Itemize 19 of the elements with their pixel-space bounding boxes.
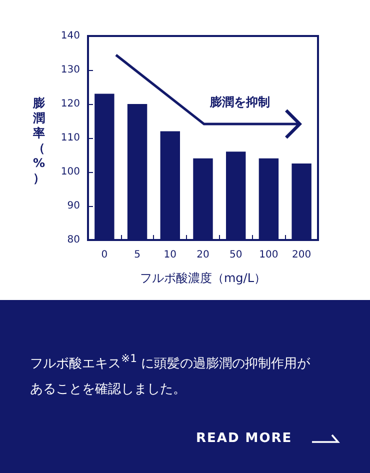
y-tick-label: 140 xyxy=(60,30,80,42)
y-tick-label: 90 xyxy=(67,200,80,212)
x-tick-label: 20 xyxy=(196,250,210,260)
y-axis-title: 膨潤率（%） xyxy=(32,96,46,186)
y-tick-label: 80 xyxy=(67,234,80,246)
y-tick-label: 100 xyxy=(60,166,80,178)
x-tick-label: 10 xyxy=(164,250,177,260)
x-tick-label: 100 xyxy=(259,250,278,260)
x-tick-label: 50 xyxy=(229,250,242,260)
y-tick-label: 120 xyxy=(60,98,80,110)
text: READ MORE xyxy=(196,431,292,446)
y-tick-label: 110 xyxy=(60,132,80,144)
annotation: 膨潤を抑制 xyxy=(210,94,270,111)
y-tick-label: 130 xyxy=(60,64,80,76)
x-tick-label: 200 xyxy=(292,250,312,260)
text: フルボ酸エキス$^{※1}$ に頭髪の過膨潤の抑制作用があることを確認しました。 xyxy=(30,351,312,400)
x-tick-label: 0 xyxy=(101,250,108,260)
x-axis-title: フルボ酸濃度（mg/L） xyxy=(140,271,266,285)
x-tick-label: 5 xyxy=(134,250,140,260)
